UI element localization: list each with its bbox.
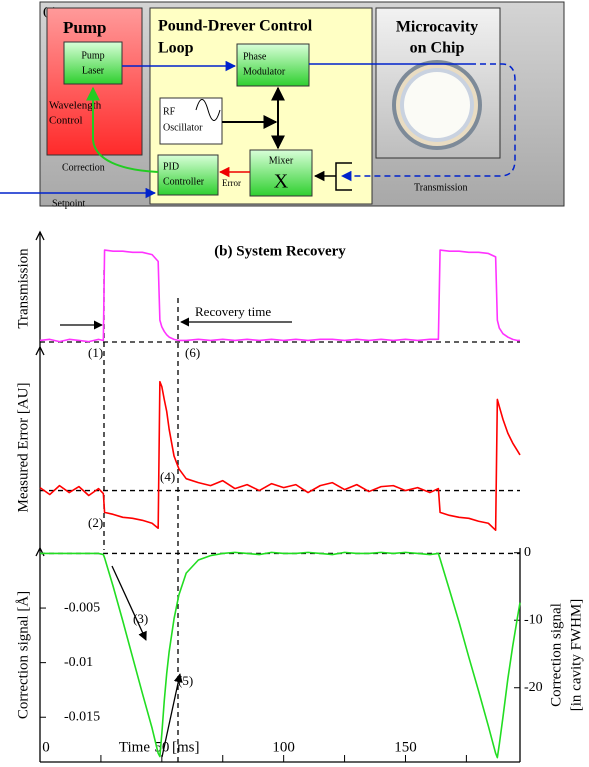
pump-laser-label: Laser [82,65,105,76]
pump-laser-box [63,41,123,85]
y-tick-label: -0.015 [64,709,100,724]
annotation: (4) [160,469,175,484]
pump-title: Pump [63,18,106,37]
y-tick-label: -0.01 [64,655,93,670]
annotation: (6) [185,345,200,360]
y2-tick-label: 0 [524,545,531,560]
annotation: (3) [133,611,148,626]
x-axis-label: Time [119,739,150,755]
wavelength-control-label: Control [49,115,83,127]
correction-label: Correction [62,162,105,173]
pid-box [157,154,219,196]
rf-oscillator-label: RF [163,106,176,117]
data-line [39,380,521,531]
data-line [40,551,521,759]
x-tick-label: 150 [394,739,417,755]
wavelength-control-label: Wavelength [49,100,102,112]
phase-modulator-box [236,43,310,87]
y2-axis-label: [in cavity FWHM] [568,599,584,711]
mixer-label: Mixer [269,155,294,166]
pid-label: PID [163,161,179,172]
y-axis-label: Measured Error [AU] [15,383,31,513]
x-tick-label: 0 [42,739,50,755]
microcavity-title: on Chip [410,40,465,57]
pump-box [46,7,143,156]
chart-title: (b) System Recovery [214,243,346,259]
setpoint-label: Setpoint [52,198,86,209]
loop-title: Loop [158,40,194,57]
microcavity-image [392,60,482,150]
axis-arrow [35,230,45,241]
y2-tick-label: -10 [524,612,543,627]
annotation: Recovery time [195,304,271,319]
y-axis-label: Transmission [15,248,31,329]
mixer-symbol: X [274,171,289,193]
annotation-arrow [161,673,183,758]
annotation: (2) [88,515,103,530]
x-tick-label: 100 [272,739,295,755]
axis-arrow [35,345,45,356]
sine-icon [195,99,221,121]
correction-arrow [86,86,159,173]
data-line [39,249,520,343]
rf-oscillator-box [159,97,223,145]
transmission-path [340,63,516,182]
annotation-lines [40,270,520,762]
pump-laser-label: Pump [81,50,104,61]
microcavity-title: Microcavity [396,19,478,36]
pid-label: Controller [163,176,205,187]
error-label: Error [222,178,241,188]
loop-title: Pound-Drever Control [158,18,313,35]
y2-tick-label: -20 [524,680,543,695]
phase-modulator-label: Modulator [243,66,286,77]
y-tick-label: -0.005 [64,600,100,615]
annotation: (5) [178,673,193,688]
annotation-arrow [111,565,147,641]
rf-oscillator-label: Oscillator [163,122,203,133]
y2-axis-label: Correction signal [548,603,564,707]
transmission-label: Transmission [414,182,468,193]
phase-modulator-label: Phase [243,51,267,62]
x-axis-unit: [ms] [172,739,200,755]
mixer-box [249,149,313,197]
annotation: (1) [88,345,103,360]
diagram: (a) Pump Pump Laser Wavelength Control C… [0,1,565,209]
y-axis-label: Correction signal [Å] [15,591,31,719]
